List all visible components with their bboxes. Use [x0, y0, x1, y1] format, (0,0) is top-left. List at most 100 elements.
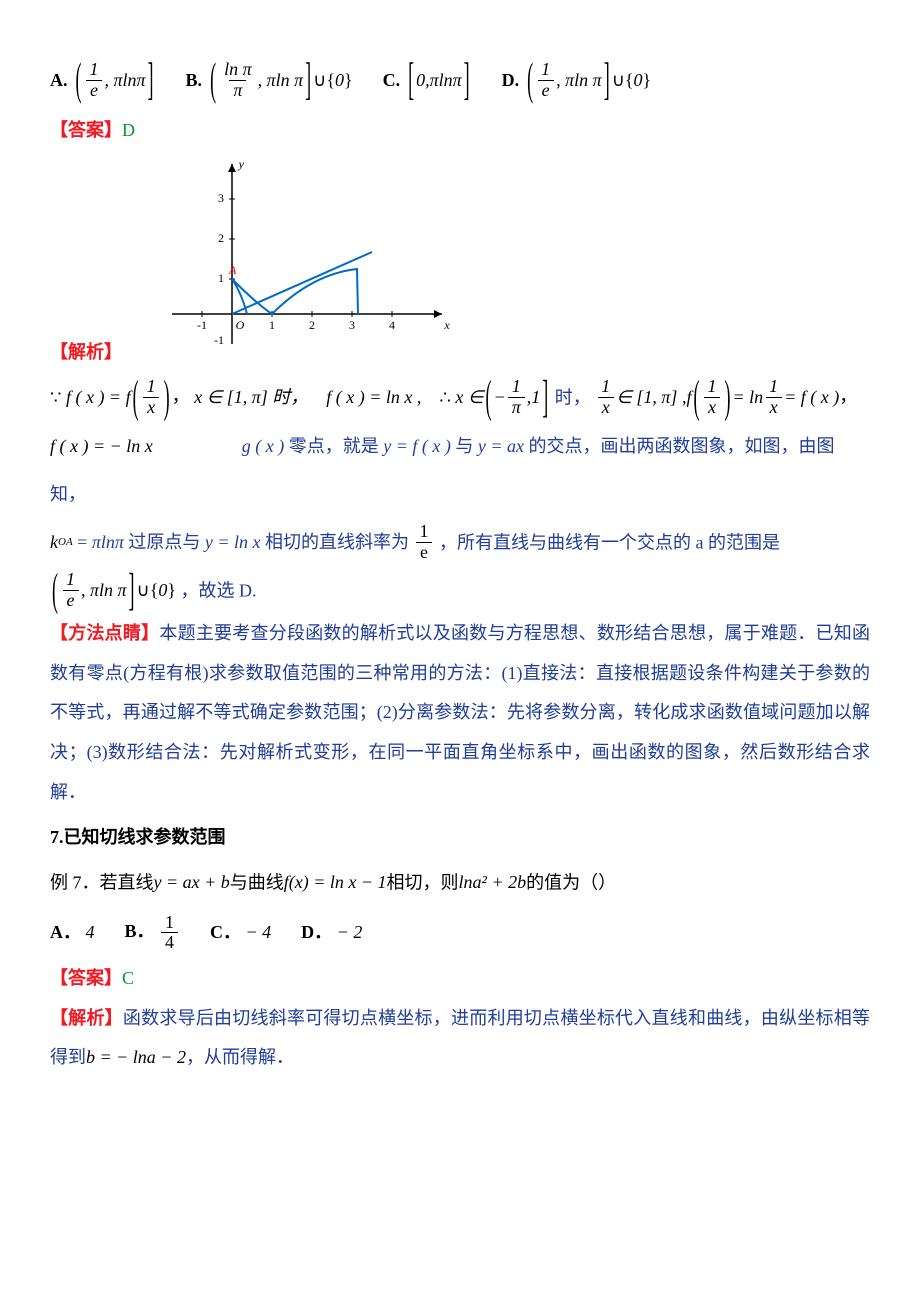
k-num: 1: [416, 522, 433, 542]
svg-text:-1: -1: [197, 318, 207, 332]
xden3: x: [704, 397, 720, 418]
ex7-mid: 与曲线: [230, 872, 284, 892]
answer2: 【答案】C: [50, 959, 870, 999]
optB-den: π: [229, 80, 246, 101]
options-row: A. 1e , πlnπ B. ln ππ , πln π ∪ 0 C. 0, …: [50, 60, 870, 101]
ex7-expr: lna² + 2b: [459, 859, 527, 906]
ex7-y: y = ax + b: [154, 859, 230, 906]
answer1-label: 【答案】: [50, 120, 122, 140]
ex7D-val: − 2: [337, 913, 363, 953]
svg-text:O: O: [236, 318, 245, 332]
frac-x: x: [143, 397, 159, 418]
proof-line-3: kOA = πlnπ 过原点与 y = ln x 相切的直线斜率为 1e ，所有…: [50, 518, 870, 566]
ex7C-val: − 4: [246, 913, 272, 953]
analysis2-label: 【解析】: [50, 1008, 123, 1028]
svg-text:y: y: [238, 157, 245, 171]
one3: 1: [703, 377, 720, 397]
x-in: x ∈: [455, 374, 483, 421]
svg-text:x: x: [443, 318, 450, 332]
ex7A-tag: A．: [50, 922, 81, 942]
answer2-label: 【答案】: [50, 968, 122, 988]
ex7B-den: 4: [161, 932, 178, 953]
optD-union: ∪: [612, 61, 625, 101]
l4mid: , πln π: [81, 567, 127, 614]
ex7-optD: D． − 2: [301, 913, 362, 953]
optC-right: πlnπ: [430, 61, 462, 101]
optA-num: 1: [86, 60, 103, 80]
analysis1-label: 【解析】: [50, 333, 122, 373]
l4num: 1: [62, 570, 79, 590]
ex7A-val: 4: [86, 913, 95, 953]
one-end: 1: [531, 374, 540, 421]
svg-text:2: 2: [309, 318, 315, 332]
ex7C-tag: C．: [210, 922, 241, 942]
option-B-tag: B.: [186, 61, 203, 101]
answer1: 【答案】D: [50, 111, 870, 151]
f1x: f: [686, 374, 691, 421]
ex7-optA: A． 4: [50, 913, 95, 953]
svg-text:2: 2: [218, 231, 224, 245]
ex7B-num: 1: [161, 913, 178, 933]
one4: 1: [765, 377, 782, 397]
option-B: B. ln ππ , πln π ∪ 0: [186, 60, 353, 101]
proof-line-1: ∵ f ( x ) = f 1x ， x ∈ [1, π] 时， f ( x )…: [50, 373, 870, 421]
line4-tail: ，故选 D.: [181, 580, 257, 600]
frac-1: 1: [143, 377, 160, 397]
analysis2: 【解析】函数求导后由切线斜率可得切点横坐标，进而利用切点横坐标代入直线和曲线，由…: [50, 999, 870, 1078]
proof-line-4: 1e , πln π ∪ 0 ，故选 D.: [50, 566, 870, 614]
l4den: e: [63, 590, 79, 611]
svg-text:3: 3: [218, 191, 224, 205]
in1pi: ∈ [1, π] ,: [616, 374, 686, 421]
ex7-optB: B． 14: [125, 912, 181, 953]
optB-num: ln π: [220, 60, 256, 80]
k-den: e: [416, 542, 432, 563]
eqln: = ln: [732, 374, 763, 421]
optC-left: 0: [416, 61, 425, 101]
ex7-tan: 相切，则: [387, 872, 459, 892]
ex7-prefix: 例 7．若直线: [50, 872, 154, 892]
because: ∵: [50, 387, 61, 407]
svg-text:3: 3: [349, 318, 355, 332]
fx-lnx: f ( x ) = ln x ,: [326, 374, 421, 421]
l4zero: 0: [158, 567, 167, 614]
option-A-tag: A.: [50, 61, 68, 101]
optD-zero: 0: [634, 61, 643, 101]
optA-den: e: [86, 80, 102, 101]
ex7D-tag: D．: [301, 922, 332, 942]
ex7B-tag: B．: [125, 921, 155, 941]
neg1: 1: [508, 377, 525, 397]
svg-text:-1: -1: [214, 333, 224, 347]
example-7: 例 7．若直线y = ax + b与曲线f(x) = ln x − 1相切，则l…: [50, 858, 870, 906]
svg-text:1: 1: [269, 318, 275, 332]
xden4: x: [766, 397, 782, 418]
svg-text:4: 4: [389, 318, 395, 332]
ex7-options: A． 4 B． 14 C． − 4 D． − 2: [50, 912, 870, 953]
proof-line-2: f ( x ) = − ln x g ( x ) 零点，就是 y = f ( x…: [50, 421, 870, 518]
option-C-tag: C.: [383, 61, 401, 101]
one2: 1: [597, 377, 614, 397]
answer2-value: C: [122, 968, 134, 988]
koa-sub: OA: [58, 528, 73, 557]
eqfx: = f ( x ): [784, 374, 839, 421]
option-C: C. 0, πlnπ: [383, 61, 472, 101]
method-text: 本题主要考查分段函数的解析式以及函数与方程思想、数形结合思想，属于难题．已知函数…: [50, 623, 870, 801]
answer1-value: D: [122, 120, 135, 140]
option-A: A. 1e , πlnπ: [50, 60, 156, 101]
shi-text: 时，: [555, 387, 591, 407]
optB-tail: , πln π: [258, 61, 304, 101]
optB-union: ∪: [313, 61, 326, 101]
option-D-tag: D.: [502, 61, 520, 101]
method-para: 【方法点睛】本题主要考查分段函数的解析式以及函数与方程思想、数形结合思想，属于难…: [50, 614, 870, 812]
svg-text:1: 1: [218, 271, 224, 285]
optD-tail: , πln π: [556, 61, 602, 101]
optA-tail: , πlnπ: [105, 61, 146, 101]
ex7-optC: C． − 4: [210, 913, 271, 953]
svg-text:A: A: [228, 263, 237, 277]
pi-d: π: [508, 397, 525, 418]
graph-figure: -1 O 1 2 3 4 x -1 1 2 3 y: [162, 154, 462, 369]
graph-svg: -1 O 1 2 3 4 x -1 1 2 3 y: [162, 154, 462, 354]
optB-zero: 0: [335, 61, 344, 101]
ex7-end: 的值为（）: [526, 872, 616, 892]
l4union: ∪: [137, 567, 150, 614]
method-label: 【方法点睛】: [50, 623, 159, 643]
